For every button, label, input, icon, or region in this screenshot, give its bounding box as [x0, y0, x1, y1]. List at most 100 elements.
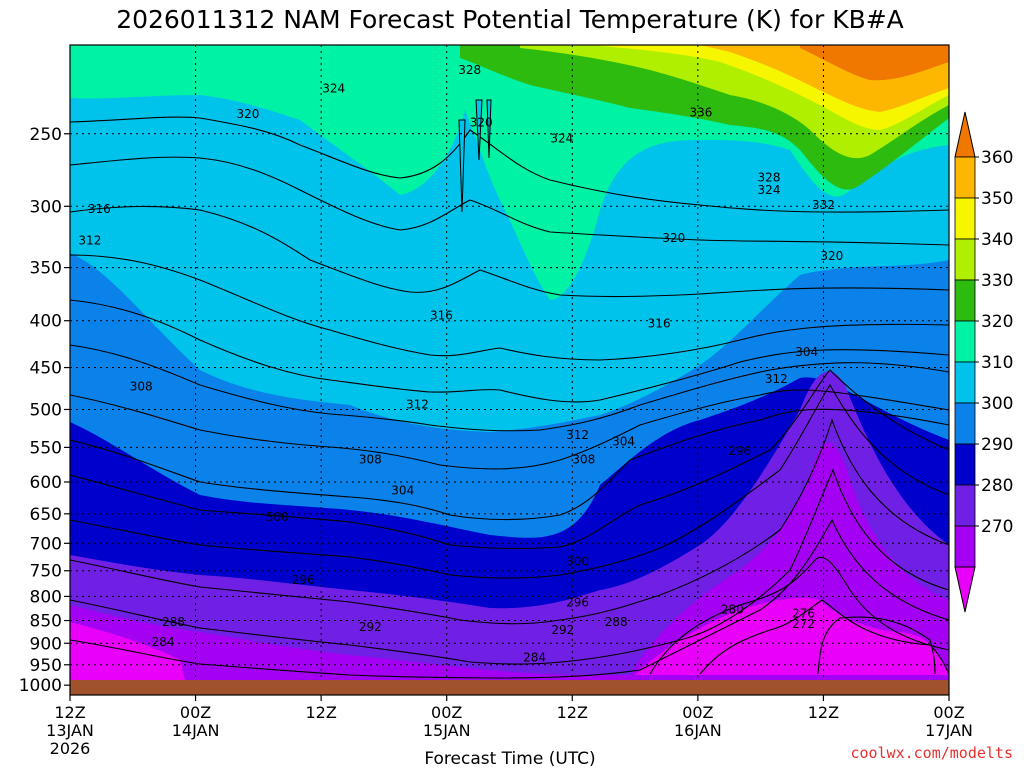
contour-label: 292 — [359, 620, 382, 634]
band-270-core — [630, 442, 949, 675]
x-tick-label: 2026 — [50, 739, 91, 758]
y-tick-label: 850 — [30, 612, 62, 632]
x-tick-label: 15JAN — [423, 721, 471, 740]
contour-label: 292 — [551, 623, 574, 637]
y-tick-label: 900 — [30, 634, 62, 654]
contour-label: 272 — [792, 617, 815, 631]
y-tick-label: 350 — [30, 259, 62, 279]
y-axis: 2503003504004505005506006507007508008509… — [19, 125, 70, 696]
x-axis-label: Forecast Time (UTC) — [424, 749, 595, 768]
contour-label: 336 — [690, 106, 713, 120]
colorbar-label: 350 — [981, 189, 1013, 209]
colorbar: 360 350 340 330 320 310 300 290 280 270 — [954, 111, 1013, 613]
contour-label: 312 — [78, 234, 101, 248]
contour-label: 284 — [523, 651, 546, 665]
contour-label: 316 — [648, 317, 671, 331]
ground-surface — [70, 680, 949, 695]
contour-label: 304 — [612, 435, 635, 449]
y-tick-label: 800 — [30, 587, 62, 607]
colorbar-segment — [954, 238, 976, 281]
contour-label: 304 — [795, 345, 818, 359]
contour-label: 328 — [758, 170, 781, 184]
colorbar-segment — [954, 156, 976, 199]
contour-label: 312 — [566, 428, 589, 442]
y-tick-label: 550 — [30, 438, 62, 458]
colorbar-label: 270 — [981, 517, 1013, 537]
x-tick-label: 00Z — [682, 703, 713, 722]
y-tick-label: 950 — [30, 656, 62, 676]
contour-label: 312 — [765, 372, 788, 386]
contour-label: 284 — [152, 635, 175, 649]
contour-label: 332 — [812, 198, 835, 212]
colorbar-segment — [954, 402, 976, 445]
isentropes — [70, 116, 949, 679]
contour-label: 316 — [430, 309, 453, 323]
colorbar-segment — [954, 197, 976, 240]
credit-link[interactable]: coolwx.com/modelts — [850, 744, 1013, 762]
y-tick-label: 500 — [30, 400, 62, 420]
band-360-top — [800, 45, 949, 81]
contour-label: 276 — [792, 606, 815, 620]
grid — [70, 45, 949, 695]
plot-frame — [69, 44, 950, 696]
y-tick-label: 650 — [30, 505, 62, 525]
colorbar-label: 310 — [981, 353, 1013, 373]
contour-label: 320 — [470, 115, 493, 129]
contour-label: 296 — [566, 595, 589, 609]
contour-label: 324 — [758, 183, 781, 197]
contour-label: 320 — [820, 249, 843, 263]
contour-label: 316 — [88, 202, 111, 216]
contour-label: 312 — [406, 398, 429, 412]
y-tick-label: 600 — [30, 473, 62, 493]
colorbar-segment — [954, 484, 976, 527]
colorbar-label: 290 — [981, 435, 1013, 455]
colorbar-bottom-arrow — [954, 566, 976, 613]
y-tick-label: 750 — [30, 562, 62, 582]
contour-label: 300 — [566, 555, 589, 569]
contour-label: 288 — [162, 615, 185, 629]
x-tick-label: 00Z — [431, 703, 462, 722]
y-tick-label: 300 — [30, 197, 62, 217]
y-tick-label: 700 — [30, 534, 62, 554]
spikes — [458, 99, 492, 213]
colorbar-segment — [954, 443, 976, 486]
contour-label: 304 — [391, 484, 414, 498]
x-tick-label: 13JAN — [46, 721, 94, 740]
contour-label: 328 — [458, 63, 481, 77]
x-tick-label: 12Z — [557, 703, 588, 722]
colorbar-top-arrow — [954, 111, 976, 158]
band-260-core — [635, 598, 949, 675]
colorbar-label: 360 — [981, 148, 1013, 168]
x-tick-label: 17JAN — [925, 721, 973, 740]
y-tick-label: 400 — [30, 312, 62, 332]
contour-label: 320 — [662, 231, 685, 245]
contour-label: 308 — [130, 380, 153, 394]
colorbar-segment — [954, 361, 976, 404]
y-tick-label: 250 — [30, 125, 62, 145]
colorbar-label: 340 — [981, 230, 1013, 250]
band-270 — [70, 605, 949, 695]
x-tick-label: 12Z — [808, 703, 839, 722]
x-tick-label: 16JAN — [674, 721, 722, 740]
x-tick-label: 14JAN — [172, 721, 220, 740]
colorbar-label: 300 — [981, 394, 1013, 414]
colorbar-segment — [954, 279, 976, 322]
y-tick-label: 1000 — [19, 676, 62, 696]
contour-label: 296 — [728, 444, 751, 458]
y-tick-label: 450 — [30, 359, 62, 379]
colorbar-label: 320 — [981, 312, 1013, 332]
contour-label: 308 — [572, 452, 595, 466]
contour-label: 296 — [292, 573, 315, 587]
x-tick-label: 00Z — [933, 703, 964, 722]
x-tick-label: 12Z — [54, 703, 85, 722]
x-tick-label: 12Z — [305, 703, 336, 722]
colorbar-segment — [954, 525, 976, 568]
contour-label: 288 — [605, 615, 628, 629]
contour-label: 324 — [550, 132, 573, 146]
contour-label: 308 — [359, 452, 382, 466]
contour-label: 320 — [236, 107, 259, 121]
